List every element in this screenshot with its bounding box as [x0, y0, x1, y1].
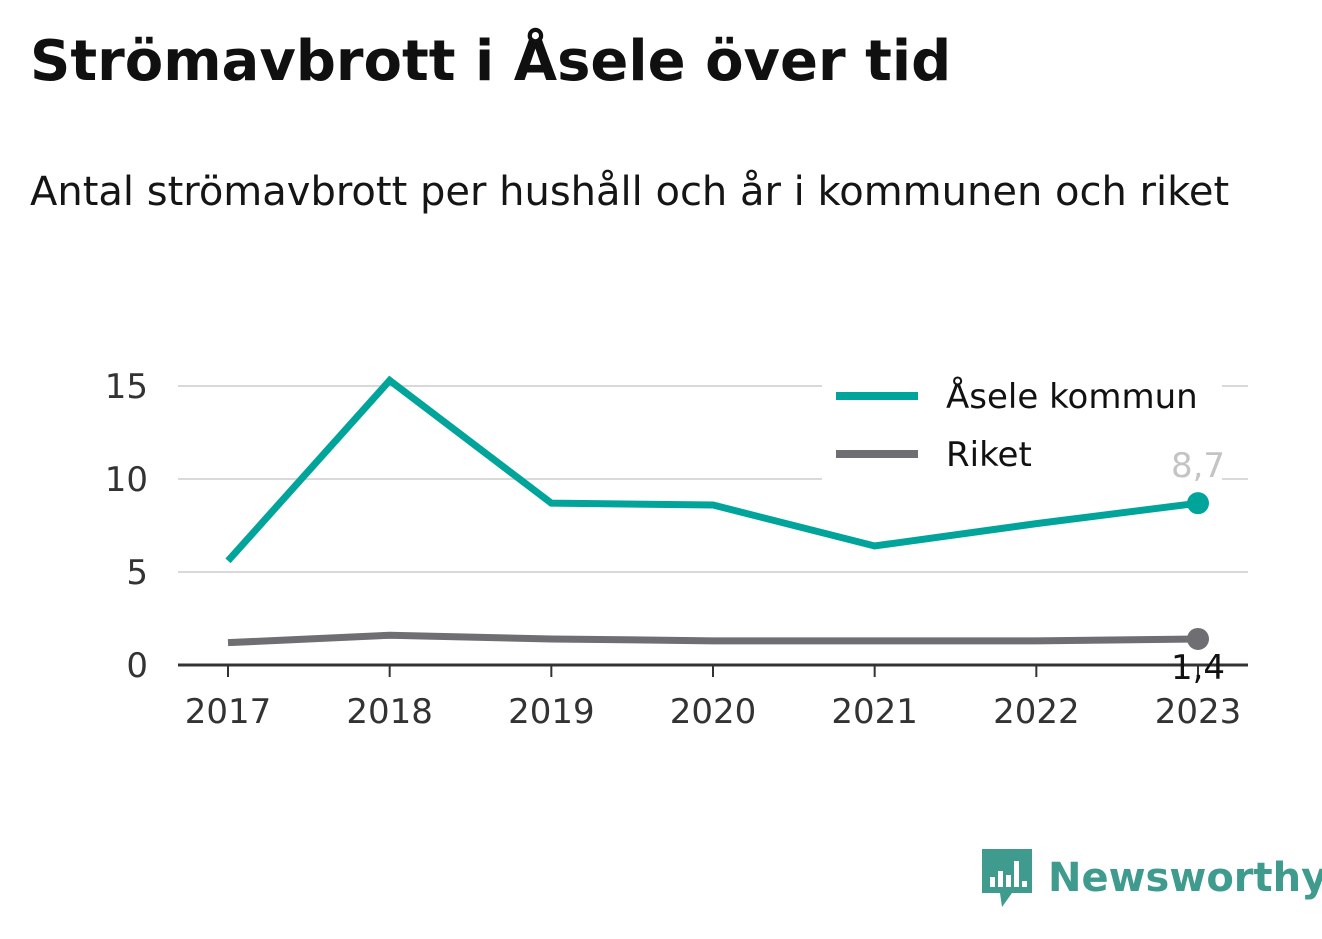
- series-line-asele-kommun: [225, 375, 1199, 564]
- x-tick-label-2018: 2018: [346, 692, 433, 732]
- y-tick-label-10: 10: [105, 460, 148, 500]
- x-tick-label-2021: 2021: [831, 692, 918, 732]
- y-tick-label-5: 5: [126, 553, 148, 593]
- x-tick-label-2023: 2023: [1155, 692, 1242, 732]
- line-chart: 0 5 10 15 2017 2018 2019 2020 2021 2022 2023 Åsel…: [105, 366, 1248, 732]
- newsworthy-logo: Newsworthy: [980, 848, 1322, 908]
- series-end-point-asele-kommun: [1187, 492, 1209, 515]
- bar-chart-speech-bubble-icon: [982, 849, 1032, 907]
- series-end-point-riket: [1187, 627, 1209, 650]
- x-axis: 2017 2018 2019 2020 2021 2022 2023: [178, 663, 1248, 732]
- end-value-labels: 8,7 1,4: [1171, 446, 1225, 688]
- end-value-label-riket: 1,4: [1171, 648, 1225, 688]
- y-axis-ticks: 0 5 10 15: [105, 367, 148, 686]
- legend-label-riket: Riket: [946, 435, 1032, 475]
- x-tick-label-2022: 2022: [993, 692, 1080, 732]
- y-tick-label-15: 15: [105, 367, 148, 407]
- legend-label-asele-kommun: Åsele kommun: [946, 376, 1198, 417]
- series-lines: [225, 375, 1209, 650]
- x-tick-label-2017: 2017: [185, 692, 272, 732]
- y-tick-label-0: 0: [126, 646, 148, 686]
- page-subtitle: Antal strömavbrott per hushåll och år i …: [30, 169, 1230, 215]
- legend: Åsele kommun Riket: [822, 366, 1222, 482]
- legend-background: [822, 366, 1222, 482]
- series-line-riket: [227, 631, 1199, 647]
- page-title: Strömavbrott i Åsele över tid: [30, 29, 952, 94]
- brand-name: Newsworthy: [1048, 855, 1322, 901]
- x-tick-label-2020: 2020: [670, 692, 757, 732]
- x-tick-label-2019: 2019: [508, 692, 595, 732]
- end-value-label-asele-kommun: 8,7: [1171, 446, 1225, 486]
